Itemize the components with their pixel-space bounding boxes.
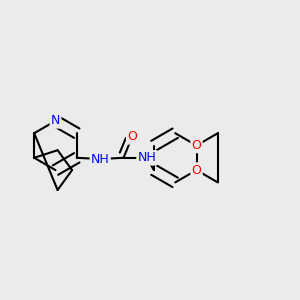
Text: O: O bbox=[192, 164, 201, 177]
Text: O: O bbox=[127, 130, 137, 143]
Text: NH: NH bbox=[91, 152, 110, 166]
Text: O: O bbox=[192, 139, 201, 152]
Text: NH: NH bbox=[137, 151, 156, 164]
Text: N: N bbox=[51, 114, 60, 128]
